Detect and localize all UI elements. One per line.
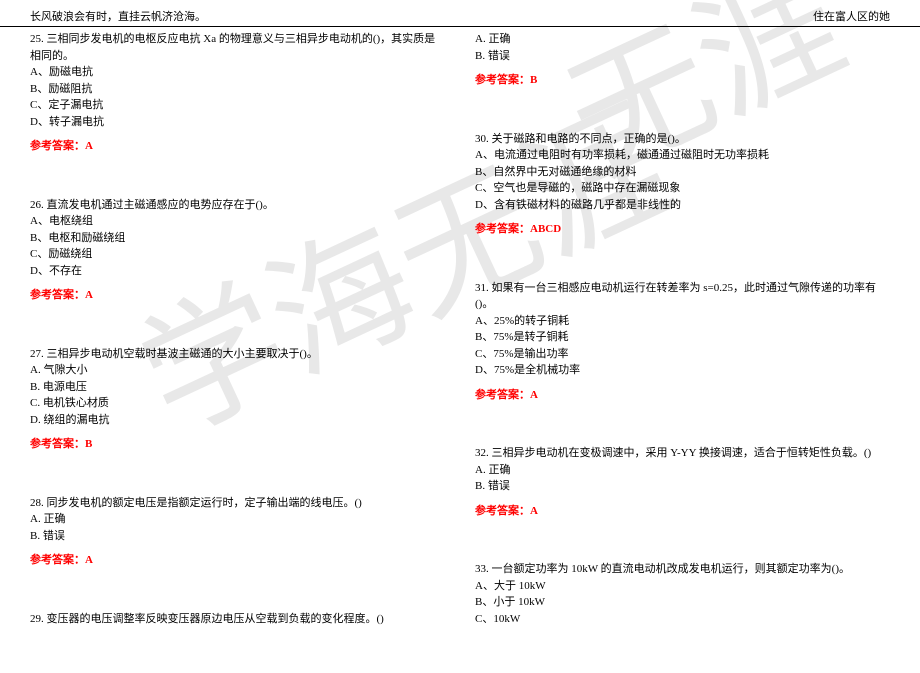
option-a: A. 正确 — [30, 511, 445, 528]
question-30: 30. 关于磁路和电路的不同点，正确的是()。 A、电流通过电阻时有功率损耗，磁… — [475, 131, 890, 238]
answer: 参考答案：A — [30, 138, 445, 155]
option-c: C、75%是输出功率 — [475, 346, 890, 363]
option-a: A、大于 10kW — [475, 578, 890, 595]
header-right: 住在富人区的她 — [813, 8, 890, 24]
question-text: 27. 三相异步电动机空载时基波主磁通的大小主要取决于()。 — [30, 346, 445, 363]
page-header: 长风破浪会有时，直挂云帆济沧海。 住在富人区的她 — [0, 0, 920, 27]
question-text: 25. 三相同步发电机的电枢反应电抗 Xa 的物理意义与三相异步电动机的()，其… — [30, 31, 445, 64]
right-column: A. 正确 B. 错误 参考答案：B 30. 关于磁路和电路的不同点，正确的是(… — [465, 31, 890, 669]
option-c: C、励磁绕组 — [30, 246, 445, 263]
question-text: 30. 关于磁路和电路的不同点，正确的是()。 — [475, 131, 890, 148]
option-b: B. 电源电压 — [30, 379, 445, 396]
question-text: 29. 变压器的电压调整率反映变压器原边电压从空载到负载的变化程度。() — [30, 611, 445, 628]
option-a: A、励磁电抗 — [30, 64, 445, 81]
option-c: C. 电机铁心材质 — [30, 395, 445, 412]
option-a: A. 正确 — [475, 31, 890, 48]
option-b: B. 错误 — [475, 478, 890, 495]
option-b: B、小于 10kW — [475, 594, 890, 611]
answer: 参考答案：A — [30, 287, 445, 304]
question-26: 26. 直流发电机通过主磁通感应的电势应存在于()。 A、电枢绕组 B、电枢和励… — [30, 197, 445, 304]
option-d: D、75%是全机械功率 — [475, 362, 890, 379]
question-32: 32. 三相异步电动机在变极调速中，采用 Y-YY 换接调速，适合于恒转矩性负载… — [475, 445, 890, 519]
answer: 参考答案：B — [475, 72, 890, 89]
question-text: 32. 三相异步电动机在变极调速中，采用 Y-YY 换接调速，适合于恒转矩性负载… — [475, 445, 890, 462]
answer: 参考答案：A — [475, 387, 890, 404]
question-28: 28. 同步发电机的额定电压是指额定运行时，定子输出端的线电压。() A. 正确… — [30, 495, 445, 569]
question-29: 29. 变压器的电压调整率反映变压器原边电压从空载到负载的变化程度。() — [30, 611, 445, 628]
option-d: D、转子漏电抗 — [30, 114, 445, 131]
option-a: A、电枢绕组 — [30, 213, 445, 230]
option-a: A. 正确 — [475, 462, 890, 479]
question-27: 27. 三相异步电动机空载时基波主磁通的大小主要取决于()。 A. 气隙大小 B… — [30, 346, 445, 453]
question-33: 33. 一台额定功率为 10kW 的直流电动机改成发电机运行，则其额定功率为()… — [475, 561, 890, 627]
answer: 参考答案：A — [30, 552, 445, 569]
option-b: B. 错误 — [475, 48, 890, 65]
question-31: 31. 如果有一台三相感应电动机运行在转差率为 s=0.25，此时通过气隙传递的… — [475, 280, 890, 404]
option-d: D、不存在 — [30, 263, 445, 280]
option-b: B、自然界中无对磁通绝缘的材料 — [475, 164, 890, 181]
option-d: D、含有铁磁材料的磁路几乎都是非线性的 — [475, 197, 890, 214]
answer: 参考答案：ABCD — [475, 221, 890, 238]
option-b: B. 错误 — [30, 528, 445, 545]
option-a: A. 气隙大小 — [30, 362, 445, 379]
question-text: 28. 同步发电机的额定电压是指额定运行时，定子输出端的线电压。() — [30, 495, 445, 512]
left-column: 25. 三相同步发电机的电枢反应电抗 Xa 的物理意义与三相异步电动机的()，其… — [30, 31, 465, 669]
option-c: C、定子漏电抗 — [30, 97, 445, 114]
option-a: A、电流通过电阻时有功率损耗，磁通通过磁阻时无功率损耗 — [475, 147, 890, 164]
option-b: B、励磁阻抗 — [30, 81, 445, 98]
question-text: 33. 一台额定功率为 10kW 的直流电动机改成发电机运行，则其额定功率为()… — [475, 561, 890, 578]
option-a: A、25%的转子铜耗 — [475, 313, 890, 330]
content-area: 25. 三相同步发电机的电枢反应电抗 Xa 的物理意义与三相异步电动机的()，其… — [0, 27, 920, 673]
option-b: B、电枢和励磁绕组 — [30, 230, 445, 247]
question-25: 25. 三相同步发电机的电枢反应电抗 Xa 的物理意义与三相异步电动机的()，其… — [30, 31, 445, 155]
option-c: C、10kW — [475, 611, 890, 628]
question-text: 31. 如果有一台三相感应电动机运行在转差率为 s=0.25，此时通过气隙传递的… — [475, 280, 890, 313]
question-29-continued: A. 正确 B. 错误 参考答案：B — [475, 31, 890, 89]
option-b: B、75%是转子铜耗 — [475, 329, 890, 346]
answer: 参考答案：B — [30, 436, 445, 453]
answer: 参考答案：A — [475, 503, 890, 520]
question-text: 26. 直流发电机通过主磁通感应的电势应存在于()。 — [30, 197, 445, 214]
option-c: C、空气也是导磁的，磁路中存在漏磁现象 — [475, 180, 890, 197]
option-d: D. 绕组的漏电抗 — [30, 412, 445, 429]
header-left: 长风破浪会有时，直挂云帆济沧海。 — [30, 8, 206, 24]
